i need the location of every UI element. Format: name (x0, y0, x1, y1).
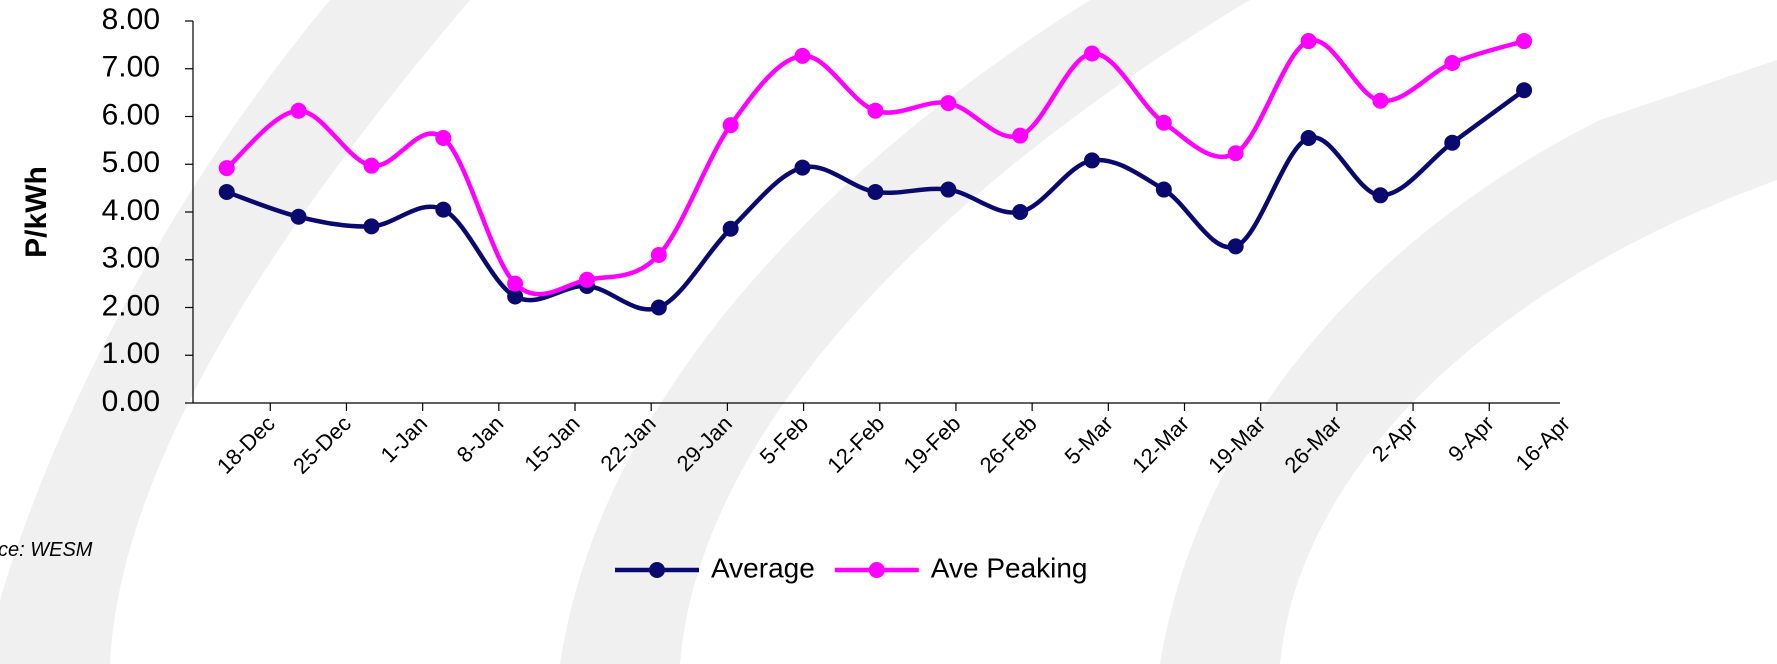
x-tick-label: 9-Apr (1443, 411, 1499, 467)
point-marker (1012, 128, 1028, 144)
point-marker (219, 160, 235, 176)
legend-marker (869, 562, 885, 578)
source-note: ce: WESM (0, 539, 93, 561)
y-tick-label: 7.00 (102, 51, 160, 84)
point-marker (1444, 55, 1460, 71)
x-tick-label: 12-Mar (1127, 411, 1194, 478)
point-marker (1372, 93, 1388, 109)
point-marker (1516, 82, 1532, 98)
point-marker (651, 247, 667, 263)
point-marker (651, 300, 667, 316)
y-axis-label: P/kWh (20, 166, 53, 258)
point-marker (1012, 204, 1028, 220)
y-tick-label: 8.00 (102, 3, 160, 36)
point-marker (794, 48, 810, 64)
point-marker (794, 160, 810, 176)
x-tick-label: 12-Feb (822, 411, 889, 478)
y-tick-label: 2.00 (102, 289, 160, 322)
point-marker (1228, 238, 1244, 254)
point-marker (1228, 145, 1244, 161)
x-tick-label: 5-Mar (1060, 411, 1118, 469)
y-tick-label: 4.00 (102, 194, 160, 227)
point-marker (867, 103, 883, 119)
point-marker (1301, 33, 1317, 49)
point-marker (435, 130, 451, 146)
x-tick-label: 1-Jan (376, 411, 433, 468)
point-marker (723, 221, 739, 237)
x-tick-label: 16-Apr (1511, 411, 1575, 475)
y-tick-label: 1.00 (102, 337, 160, 370)
point-marker (940, 95, 956, 111)
y-tick-label: 5.00 (102, 146, 160, 179)
point-marker (291, 209, 307, 225)
point-marker (507, 276, 523, 292)
point-marker (435, 202, 451, 218)
point-marker (1084, 45, 1100, 61)
x-tick-label: 15-Jan (519, 411, 584, 476)
x-tick-label: 19-Feb (899, 411, 966, 478)
point-marker (1372, 187, 1388, 203)
x-tick-label: 25-Dec (288, 411, 356, 479)
y-tick-label: 3.00 (102, 242, 160, 275)
point-marker (723, 117, 739, 133)
point-marker (1301, 130, 1317, 146)
legend-label: Average (711, 552, 815, 583)
point-marker (1156, 115, 1172, 131)
legend-label: Ave Peaking (931, 552, 1088, 583)
point-marker (1444, 135, 1460, 151)
point-marker (363, 158, 379, 174)
y-tick-label: 6.00 (102, 98, 160, 131)
point-marker (1516, 33, 1532, 49)
y-tick-label: 0.00 (102, 385, 160, 418)
x-tick-label: 8-Jan (452, 411, 509, 468)
point-marker (291, 103, 307, 119)
x-tick-label: 26-Feb (975, 411, 1042, 478)
legend-marker (649, 562, 665, 578)
point-marker (1156, 182, 1172, 198)
point-marker (940, 182, 956, 198)
point-marker (219, 184, 235, 200)
chart: P/kWh ce: WESM 0.00 1.00 2.00 3.00 4.00 5.00 6… (0, 0, 1777, 664)
point-marker (1084, 152, 1100, 168)
point-marker (579, 272, 595, 288)
point-marker (363, 218, 379, 234)
point-marker (867, 184, 883, 200)
x-tick-label: 18-Dec (212, 411, 280, 479)
